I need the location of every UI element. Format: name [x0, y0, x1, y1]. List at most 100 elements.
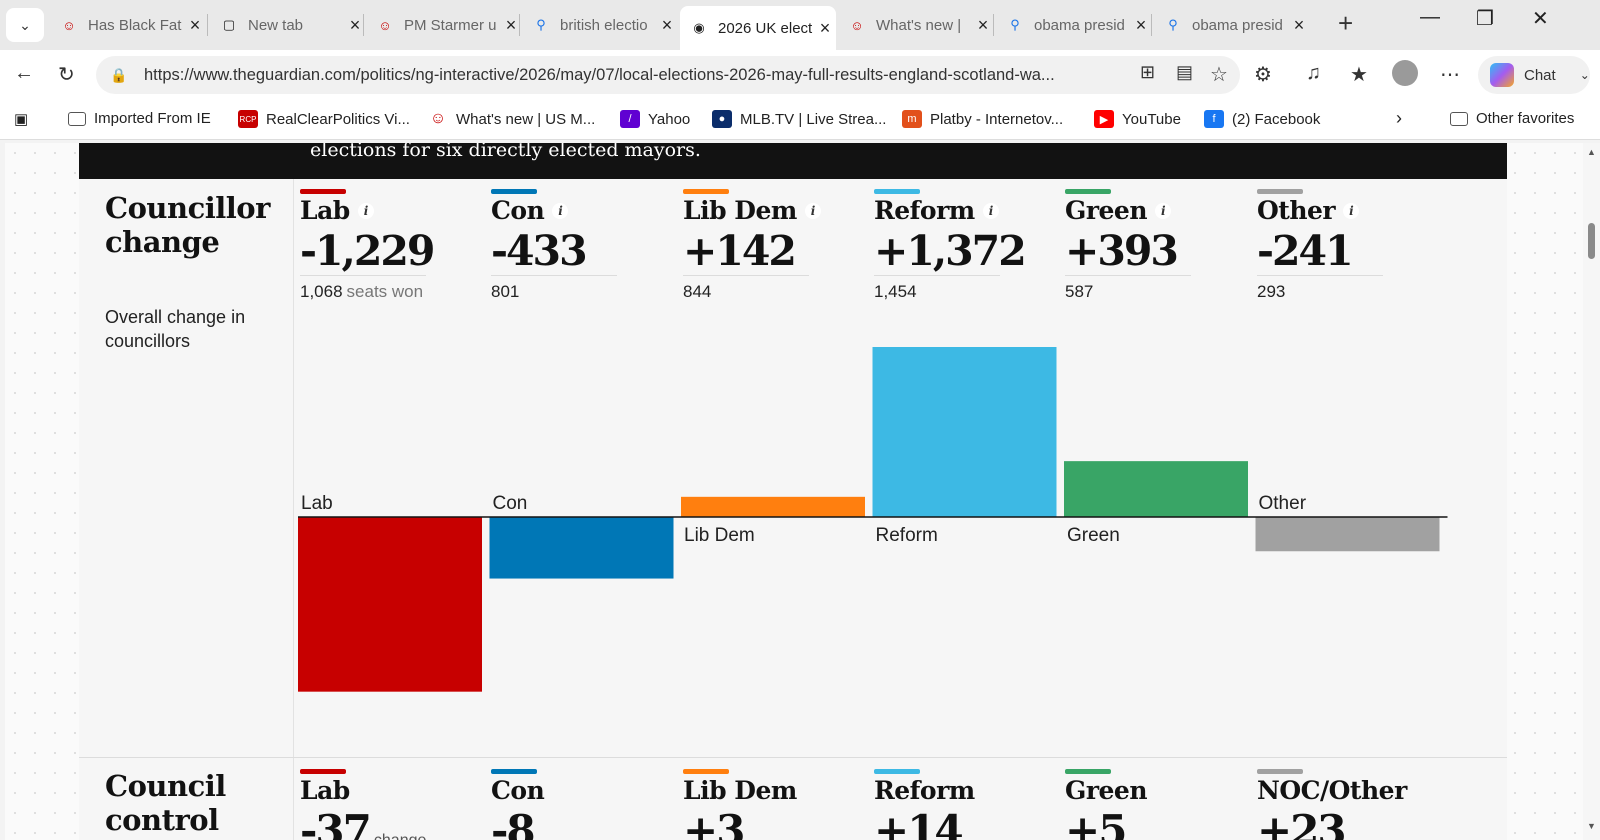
- chevron-down-icon: ⌄: [19, 16, 31, 33]
- seats-value: 1,068: [300, 282, 343, 301]
- party-name: Lib Dem i: [683, 196, 863, 225]
- collections-icon[interactable]: ▣: [14, 111, 29, 128]
- bookmark-label: Imported From IE: [94, 110, 211, 127]
- bookmark-label: (2) Facebook: [1232, 110, 1321, 128]
- info-icon[interactable]: i: [1155, 202, 1172, 219]
- tab-5[interactable]: ☺ What's new | ×: [838, 6, 994, 44]
- council-change-value: +23: [1257, 806, 1347, 840]
- close-tab-icon[interactable]: ×: [977, 14, 989, 35]
- info-icon[interactable]: i: [982, 202, 999, 219]
- bookmark-0[interactable]: Imported From IE: [68, 110, 211, 127]
- favorites-bar: ▣ Imported From IE RCP RealClearPolitics V…: [0, 100, 1600, 140]
- tab-1[interactable]: ▢ New tab ×: [210, 6, 366, 44]
- tab-actions-menu[interactable]: ⌄: [6, 8, 44, 42]
- close-window-button[interactable]: ✕: [1532, 8, 1549, 30]
- back-button[interactable]: ←: [14, 62, 34, 84]
- url-text: https://www.theguardian.com/politics/ng-…: [144, 65, 1055, 84]
- party-summary-4: Green i +393 587: [1065, 189, 1245, 302]
- other-favorites[interactable]: Other favorites: [1450, 110, 1574, 127]
- media-control-icon[interactable]: ♫: [1306, 62, 1321, 84]
- chevron-right-icon[interactable]: ›: [1396, 108, 1402, 128]
- bookmark-label: RealClearPolitics Vi...: [266, 110, 410, 128]
- bar-label: Con: [493, 493, 528, 514]
- close-tab-icon[interactable]: ×: [819, 17, 831, 38]
- bookmark-6[interactable]: ▶ YouTube: [1094, 110, 1181, 128]
- party-summary-1: Con i -433 801: [491, 189, 671, 302]
- party-seats: 1,454: [874, 282, 1054, 302]
- scroll-down-icon[interactable]: ▼: [1587, 821, 1596, 831]
- party-color-bar: [1065, 769, 1111, 774]
- newtab-icon: ▢: [222, 17, 236, 32]
- scroll-thumb[interactable]: [1588, 223, 1595, 259]
- tab-0[interactable]: ☺ Has Black Fat ×: [50, 6, 206, 44]
- bar-con: [489, 517, 674, 579]
- bookmark-3[interactable]: / Yahoo: [620, 110, 690, 128]
- party-change: -241: [1257, 227, 1354, 275]
- info-icon[interactable]: i: [357, 202, 374, 219]
- tab-3[interactable]: ⚲ british electio ×: [522, 6, 678, 44]
- minimize-button[interactable]: —: [1420, 6, 1440, 28]
- favorites-icon[interactable]: ★: [1350, 64, 1368, 86]
- party-change: -1,229: [300, 227, 435, 275]
- extensions-icon[interactable]: ⚙: [1254, 64, 1272, 86]
- tab-separator: [519, 14, 520, 36]
- title-line: Councillor: [105, 191, 270, 225]
- bookmark-1[interactable]: RCP RealClearPolitics Vi...: [238, 110, 410, 128]
- party-name: Green i: [1065, 196, 1245, 225]
- bookmark-5[interactable]: m Platby - Internetov...: [902, 110, 1063, 128]
- tab-2[interactable]: ☺ PM Starmer u ×: [366, 6, 522, 44]
- results-panel: Councillor change Overall change in coun…: [79, 179, 1507, 840]
- party-color-bar: [874, 769, 920, 774]
- party-name-text: Other: [1257, 196, 1336, 225]
- party-color-bar: [683, 189, 729, 194]
- bar-label: Lab: [301, 493, 333, 514]
- close-tab-icon[interactable]: ×: [1135, 14, 1147, 35]
- new-tab-button[interactable]: +: [1338, 8, 1354, 38]
- close-tab-icon[interactable]: ×: [349, 14, 361, 35]
- profile-avatar[interactable]: [1392, 60, 1418, 86]
- more-options-icon[interactable]: ⋯: [1440, 64, 1460, 86]
- favorite-star-icon[interactable]: ☆: [1210, 64, 1228, 86]
- vertical-scrollbar[interactable]: ▲ ▼: [1583, 143, 1600, 840]
- scroll-up-icon[interactable]: ▲: [1587, 147, 1596, 157]
- party-summary-2: Lib Dem i +142 844: [683, 189, 863, 302]
- close-tab-icon[interactable]: ×: [189, 14, 201, 35]
- info-icon[interactable]: i: [552, 202, 569, 219]
- bookmark-2[interactable]: ☺ What's new | US M...: [428, 110, 595, 128]
- app-available-icon[interactable]: ⊞: [1140, 62, 1156, 82]
- restore-button[interactable]: ❐: [1476, 8, 1494, 30]
- party-seats: 1,068 seats won: [300, 282, 480, 302]
- refresh-button[interactable]: ↻: [58, 64, 75, 86]
- guardian-face-icon: ☺: [62, 17, 76, 33]
- tab-4[interactable]: ◉ 2026 UK elect ×: [680, 6, 836, 50]
- search-icon: ⚲: [1168, 17, 1178, 32]
- chevron-down-icon: ⌄: [1579, 68, 1590, 82]
- address-bar[interactable]: 🔒 https://www.theguardian.com/politics/n…: [96, 56, 1240, 94]
- tab-7[interactable]: ⚲ obama presid ×: [1154, 6, 1310, 44]
- party-color-bar: [300, 769, 346, 774]
- party-color-bar: [491, 769, 537, 774]
- tab-title: obama presid: [1192, 16, 1283, 34]
- reader-mode-icon[interactable]: ▤: [1176, 62, 1194, 82]
- bar-label: Lib Dem: [684, 525, 755, 546]
- copilot-chat-button[interactable]: Chat ⌄: [1478, 56, 1590, 94]
- bookmark-7[interactable]: f (2) Facebook: [1204, 110, 1320, 128]
- folder-icon: [68, 111, 86, 126]
- close-tab-icon[interactable]: ×: [661, 14, 673, 35]
- info-icon[interactable]: i: [804, 202, 821, 219]
- party-name: Lab i: [300, 196, 480, 225]
- info-icon[interactable]: i: [1343, 202, 1360, 219]
- lock-icon: 🔒: [110, 66, 128, 83]
- seats-value: 844: [683, 282, 712, 301]
- tab-separator: [207, 14, 208, 36]
- tab-title: Has Black Fat: [88, 16, 182, 34]
- bookmark-4[interactable]: ● MLB.TV | Live Strea...: [712, 110, 886, 128]
- close-tab-icon[interactable]: ×: [505, 14, 517, 35]
- council-change-value: -8: [491, 806, 536, 840]
- value-underline: [683, 275, 809, 276]
- tab-6[interactable]: ⚲ obama presid ×: [996, 6, 1152, 44]
- party-color-bar: [1257, 189, 1303, 194]
- close-tab-icon[interactable]: ×: [1293, 14, 1305, 35]
- tab-title: What's new |: [876, 16, 962, 34]
- guardian-face-icon: ☺: [378, 17, 392, 33]
